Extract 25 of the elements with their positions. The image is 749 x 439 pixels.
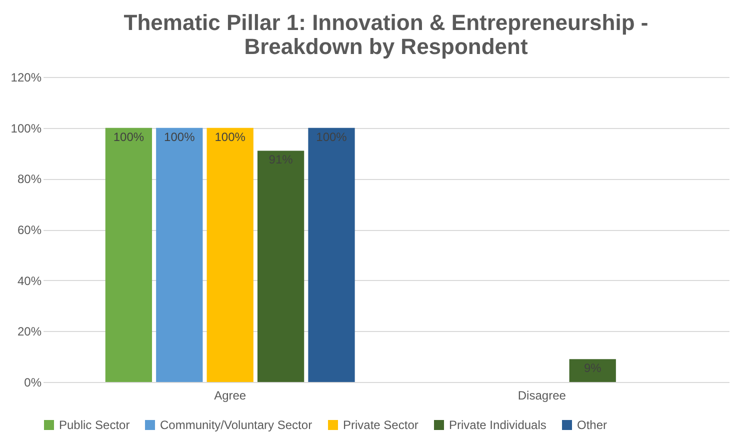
data-label: 100% [214, 130, 246, 144]
bar [257, 150, 304, 382]
y-tick-label: 40% [17, 274, 42, 288]
data-label: 100% [316, 130, 348, 144]
y-tick-label: 100% [10, 121, 42, 136]
bar [105, 128, 152, 382]
bar [206, 128, 254, 382]
bar [308, 128, 355, 382]
y-tick-label: 0% [24, 376, 42, 390]
bar [156, 128, 203, 382]
y-tick-label: 60% [17, 223, 42, 237]
y-tick-label: 120% [10, 70, 42, 84]
legend-label: Other [577, 418, 608, 432]
chart-title: Thematic Pillar 1: Innovation & Entrepreneurship - Breakdown by Respondent [124, 10, 648, 59]
legend-label: Community/Voluntary Sector [160, 418, 312, 432]
x-tick-label: Disagree [518, 388, 566, 402]
bar [569, 359, 616, 382]
y-tick-label: 80% [17, 172, 42, 186]
legend-label: Public Sector [59, 418, 130, 432]
legend-label: Private Individuals [449, 418, 546, 432]
y-tick-label: 20% [17, 324, 42, 339]
data-label: 100% [164, 130, 196, 144]
x-tick-label: Agree [214, 388, 246, 402]
legend-label: Private Sector [343, 418, 418, 432]
data-label: 100% [113, 130, 144, 144]
